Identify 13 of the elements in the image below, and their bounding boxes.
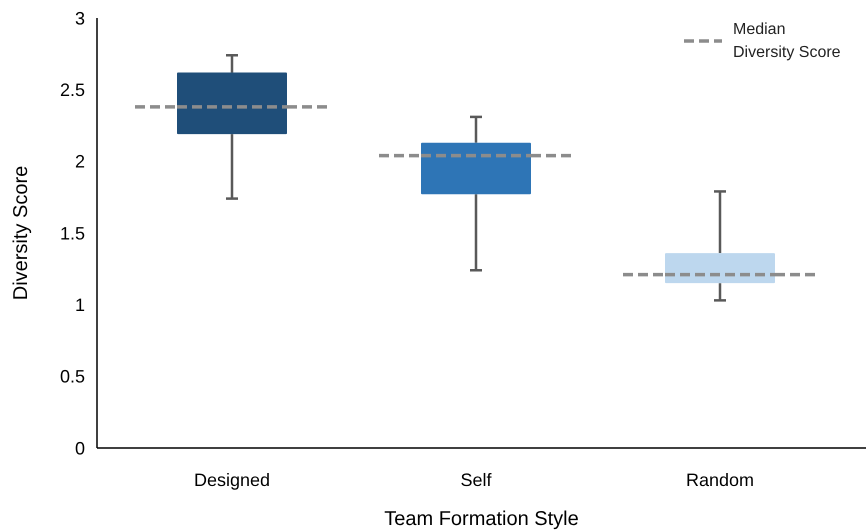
y-tick-label: 2.5 <box>60 80 85 100</box>
y-tick-label: 0 <box>74 438 85 458</box>
x-axis-title: Team Formation Style <box>384 508 579 530</box>
y-tick-label: 1 <box>74 294 85 315</box>
y-tick-label: 0.5 <box>60 366 85 387</box>
x-tick-label: Designed <box>194 470 270 490</box>
x-tick-label: Random <box>686 470 754 490</box>
y-tick-label: 2 <box>74 152 85 172</box>
y-tick-label: 3 <box>74 8 85 28</box>
text: Median Diversity Score <box>733 21 841 62</box>
y-tick-label: 1.5 <box>60 223 85 244</box>
y-axis-title: Diversity Score <box>10 166 32 300</box>
x-tick-label: Self <box>460 470 492 490</box>
